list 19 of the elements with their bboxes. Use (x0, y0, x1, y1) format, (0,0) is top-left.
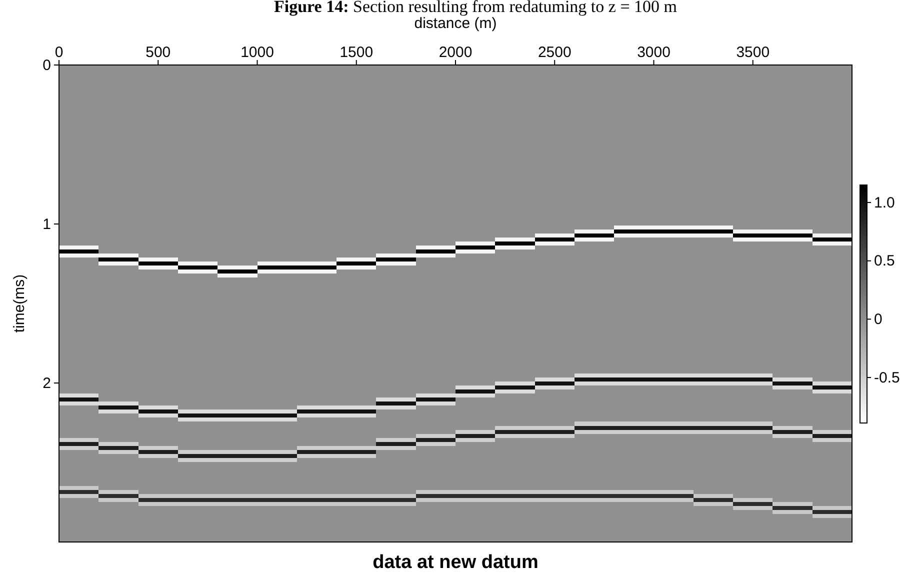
x-tick-label: 0 (54, 44, 64, 61)
color-bar-label: 1.0 (874, 194, 895, 212)
y-axis-title: time(ms) (11, 274, 28, 333)
x-tick-label: 2500 (538, 44, 572, 61)
color-bar-label: 0 (874, 310, 882, 328)
x-axis-title: distance (m) (414, 15, 497, 32)
x-tick-label: 3000 (637, 44, 670, 61)
text: data at new datum (372, 552, 538, 573)
y-tick-label: 1 (42, 216, 51, 233)
y-tick-label: 2 (42, 374, 51, 392)
y-tick-label: 0 (42, 56, 51, 74)
chart-title: Figure 14: Section resulting from redatuming to z = 100 m (274, 0, 678, 16)
x-tick-label: 1500 (340, 44, 374, 61)
x-tick-label: 1000 (240, 44, 274, 61)
x-tick-label: 500 (146, 44, 171, 61)
color-bar-label: -0.5 (874, 369, 900, 386)
x-tick-label: 3500 (736, 44, 770, 61)
color-bar-label: 0.5 (874, 252, 895, 270)
x-tick-label: 2000 (438, 44, 472, 61)
